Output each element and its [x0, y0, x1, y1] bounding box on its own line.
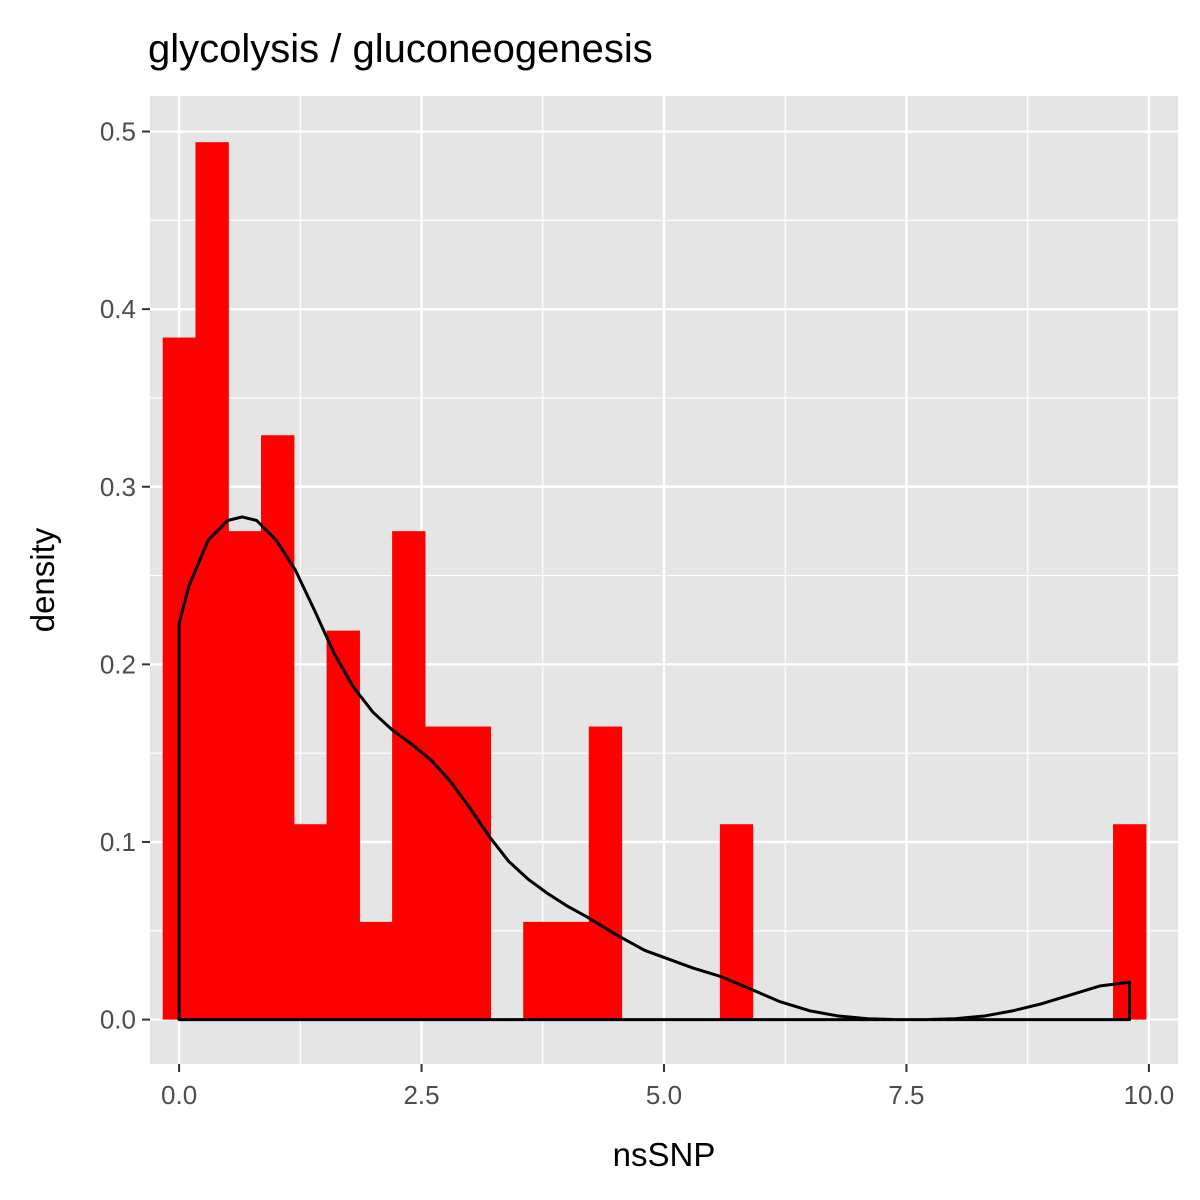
y-tick-label: 0.5: [100, 117, 136, 147]
x-tick-label: 0.0: [161, 1080, 197, 1110]
y-tick-label: 0.0: [100, 1005, 136, 1035]
y-axis-ticks: 0.0 0.1 0.2 0.3 0.4 0.5: [100, 117, 150, 1035]
x-tick-label: 5.0: [646, 1080, 682, 1110]
histogram-bar: [555, 921, 590, 1020]
histogram-bar: [293, 824, 328, 1020]
x-tick-label: 7.5: [888, 1080, 924, 1110]
histogram-bar: [719, 824, 754, 1020]
x-tick-label: 10.0: [1124, 1080, 1175, 1110]
histogram-bar: [261, 435, 295, 1020]
y-tick-label: 0.2: [100, 649, 136, 679]
histogram-bar: [424, 726, 459, 1020]
x-axis-ticks: 0.0 2.5 5.0 7.5 10.0: [161, 1064, 1174, 1110]
histogram-bar: [588, 726, 623, 1020]
y-tick-label: 0.4: [100, 294, 136, 324]
density-curve: [177, 515, 1132, 1022]
x-axis-title: nsSNP: [613, 1136, 716, 1173]
histogram-bar: [457, 726, 492, 1020]
histogram-bar: [392, 531, 426, 1020]
histogram-bar: [326, 630, 360, 1020]
x-tick-label: 2.5: [403, 1080, 439, 1110]
y-tick-label: 0.1: [100, 827, 136, 857]
histogram-bar: [195, 142, 229, 1020]
chart-title: glycolysis / gluconeogenesis: [148, 27, 653, 71]
y-axis-title: density: [24, 527, 61, 632]
histogram-bar: [523, 921, 557, 1020]
histogram-bar: [228, 531, 262, 1020]
histogram-bar: [359, 921, 393, 1020]
y-tick-label: 0.3: [100, 472, 136, 502]
